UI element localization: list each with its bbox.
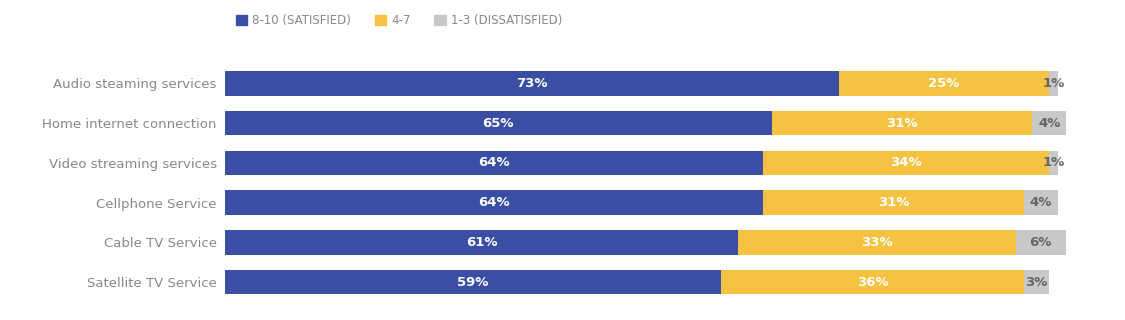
Bar bbox=[1050, 151, 1057, 175]
Bar bbox=[225, 71, 839, 96]
Text: 31%: 31% bbox=[886, 117, 918, 130]
Text: 73%: 73% bbox=[516, 77, 548, 90]
Bar bbox=[1024, 270, 1050, 294]
Bar bbox=[1016, 230, 1066, 255]
Text: 31%: 31% bbox=[878, 196, 909, 209]
Bar bbox=[839, 71, 1050, 96]
Text: 61%: 61% bbox=[466, 236, 497, 249]
Text: 1%: 1% bbox=[1042, 77, 1064, 90]
Bar bbox=[1033, 111, 1066, 135]
Bar bbox=[225, 111, 772, 135]
Text: 34%: 34% bbox=[890, 156, 922, 169]
Bar bbox=[721, 270, 1024, 294]
Text: 65%: 65% bbox=[483, 117, 514, 130]
Bar bbox=[1024, 190, 1058, 215]
Text: 4%: 4% bbox=[1038, 117, 1061, 130]
Text: 3%: 3% bbox=[1025, 276, 1047, 289]
Text: 1%: 1% bbox=[1042, 156, 1064, 169]
Text: 64%: 64% bbox=[478, 156, 510, 169]
Text: 59%: 59% bbox=[458, 276, 488, 289]
Text: 4%: 4% bbox=[1029, 196, 1052, 209]
Bar bbox=[225, 270, 721, 294]
Bar bbox=[772, 111, 1033, 135]
Bar bbox=[225, 190, 763, 215]
Text: 6%: 6% bbox=[1029, 236, 1052, 249]
Text: 25%: 25% bbox=[928, 77, 960, 90]
Bar bbox=[738, 230, 1016, 255]
Bar bbox=[225, 230, 738, 255]
Bar bbox=[225, 151, 763, 175]
Bar bbox=[1050, 71, 1057, 96]
Legend: 8-10 (SATISFIED), 4-7, 1-3 (DISSATISFIED): 8-10 (SATISFIED), 4-7, 1-3 (DISSATISFIED… bbox=[231, 9, 567, 32]
Text: 33%: 33% bbox=[861, 236, 892, 249]
Bar bbox=[763, 151, 1050, 175]
Bar bbox=[763, 190, 1024, 215]
Text: 36%: 36% bbox=[857, 276, 889, 289]
Text: 64%: 64% bbox=[478, 196, 510, 209]
